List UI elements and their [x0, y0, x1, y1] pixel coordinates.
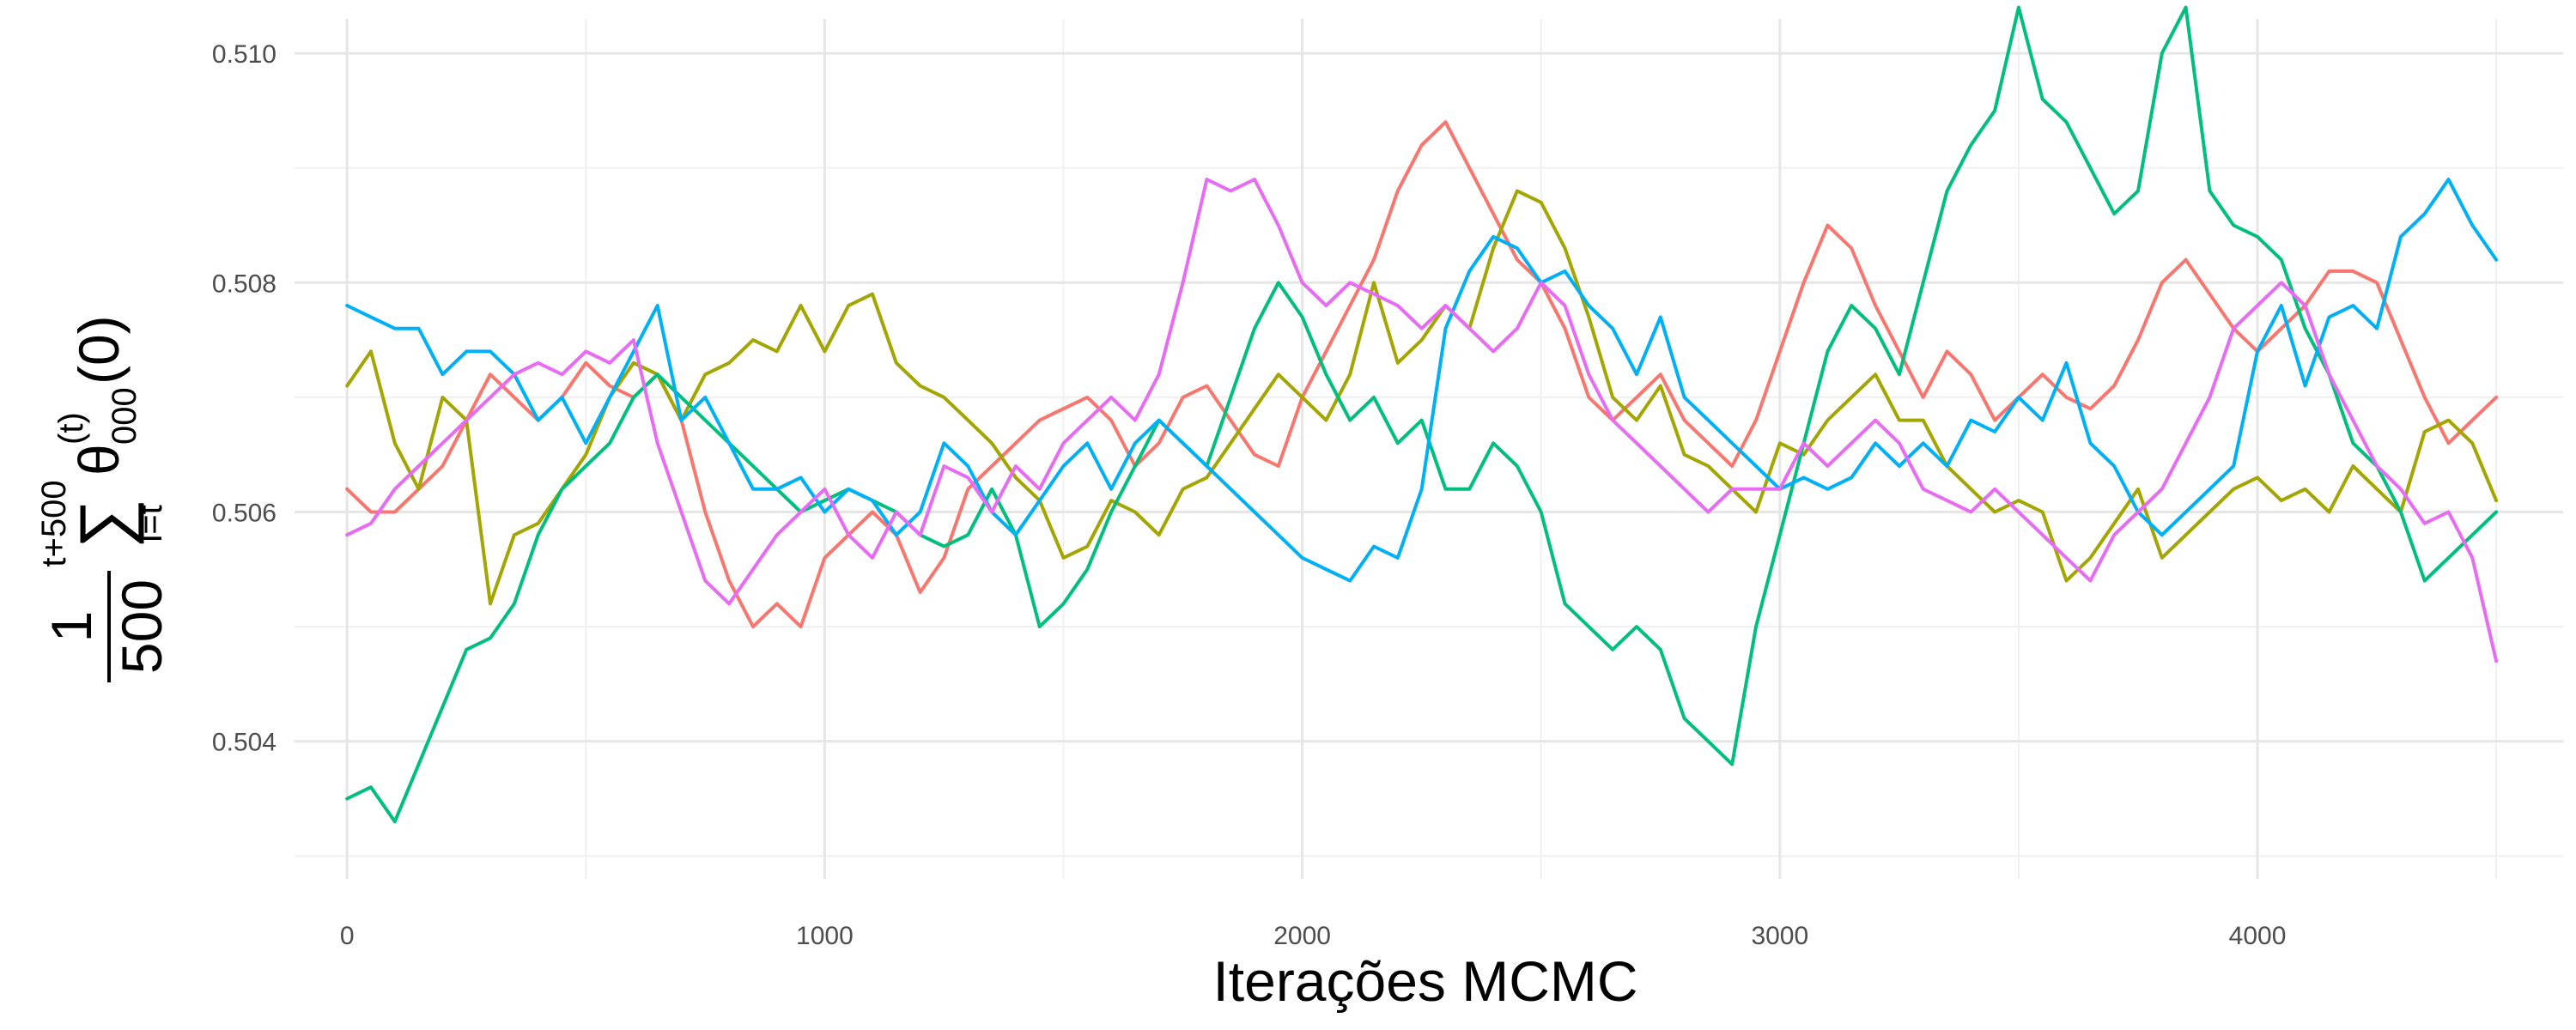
y-title-numerator: 1 [39, 611, 103, 643]
y-title-sum-sign: ∑ [66, 499, 144, 548]
y-title-symbol: θ [67, 444, 131, 476]
x-tick-label: 1000 [796, 922, 854, 950]
series-lines [345, 5, 2499, 824]
x-axis-title: Iterações MCMC [1212, 949, 1637, 1013]
series-line-5 [345, 178, 2499, 663]
y-tick-label: 0.510 [212, 40, 276, 69]
tick-labels: 0 1000 2000 3000 4000 0.504 0.506 0.508 0.510 [212, 40, 2286, 950]
series-line-4 [345, 178, 2499, 583]
y-title-denominator: 500 [110, 579, 173, 674]
y-axis-title: 1 500 t+500 ∑ i=t θ (t) 000 (0) [35, 315, 173, 682]
x-tick-label: 2000 [1273, 922, 1331, 950]
x-tick-label: 0 [340, 922, 355, 950]
series-line-2 [345, 189, 2499, 606]
series-line-3 [345, 5, 2499, 824]
y-title-superscript: (t) [52, 412, 90, 445]
y-title-argument: (0) [67, 315, 131, 385]
series-line-1 [345, 120, 2499, 629]
major-gridlines [295, 19, 2563, 879]
y-tick-label: 0.508 [212, 270, 276, 298]
y-tick-label: 0.506 [212, 499, 276, 527]
x-tick-label: 3000 [1751, 922, 1808, 950]
y-title-sum-upper: t+500 [35, 480, 73, 566]
x-tick-label: 4000 [2229, 922, 2287, 950]
y-title-sum-lower: i=t [131, 505, 169, 542]
minor-gridlines [295, 19, 2563, 879]
y-tick-label: 0.504 [212, 729, 276, 757]
y-title-subscript: 000 [106, 387, 143, 445]
